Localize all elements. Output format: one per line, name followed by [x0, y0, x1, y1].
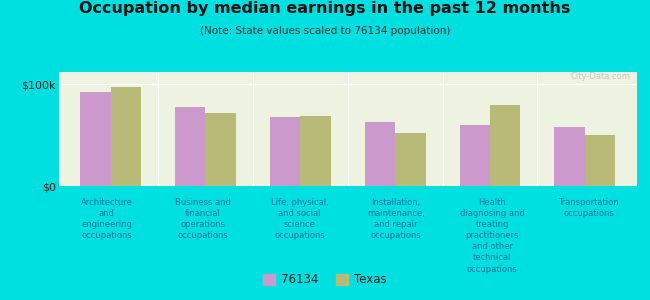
Bar	[300, 116, 331, 186]
Bar	[111, 87, 141, 186]
Bar	[585, 135, 615, 186]
Bar	[175, 106, 205, 186]
Bar	[490, 105, 521, 186]
Text: (Note: State values scaled to 76134 population): (Note: State values scaled to 76134 popu…	[200, 26, 450, 35]
Text: Installation,
maintenance,
and repair
occupations: Installation, maintenance, and repair oc…	[367, 198, 425, 240]
Text: Life, physical,
and social
science
occupations: Life, physical, and social science occup…	[270, 198, 328, 240]
Bar	[205, 113, 236, 186]
Text: Transportation
occupations: Transportation occupations	[558, 198, 619, 218]
Bar	[554, 127, 585, 186]
Bar	[365, 122, 395, 186]
Bar	[81, 92, 110, 186]
Text: Architecture
and
engineering
occupations: Architecture and engineering occupations	[81, 198, 133, 240]
Bar	[460, 125, 490, 186]
Text: Occupation by median earnings in the past 12 months: Occupation by median earnings in the pas…	[79, 2, 571, 16]
Text: Business and
financial
operations
occupations: Business and financial operations occupa…	[176, 198, 231, 240]
Bar	[270, 117, 300, 186]
Bar	[395, 133, 426, 186]
Legend: 76134, Texas: 76134, Texas	[259, 269, 391, 291]
Text: Health
diagnosing and
treating
practitioners
and other
technical
occupations: Health diagnosing and treating practitio…	[460, 198, 525, 274]
Text: City-Data.com: City-Data.com	[571, 72, 630, 81]
